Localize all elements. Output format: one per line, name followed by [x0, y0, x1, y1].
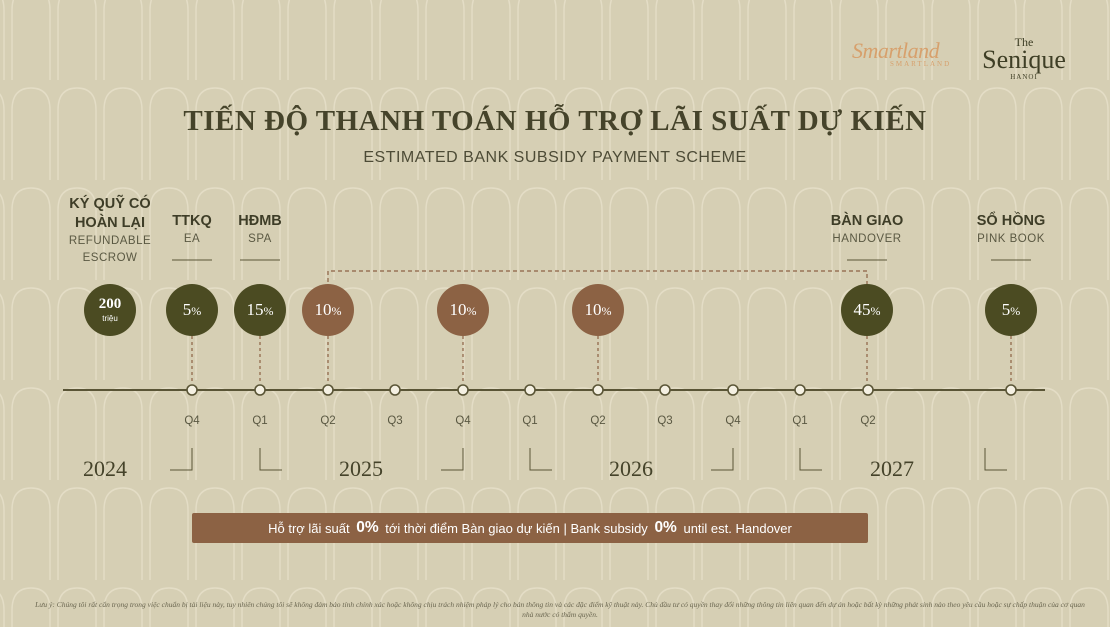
year-label-2026: 2026 — [609, 456, 653, 481]
payment-circle-handover: 45% — [841, 284, 893, 336]
year-bracket — [711, 448, 734, 471]
timeline-node — [592, 384, 604, 396]
year-bracket — [984, 448, 1007, 471]
timeline-node — [659, 384, 671, 396]
page-title: TIẾN ĐỘ THANH TOÁN HỖ TRỢ LÃI SUẤT DỰ KI… — [183, 105, 927, 137]
the-senique-logo: The Senique HANOI — [982, 35, 1066, 81]
timeline-node — [794, 384, 806, 396]
year-bracket — [170, 448, 193, 471]
quarter-label: Q4 — [455, 415, 471, 427]
quarter-label: Q1 — [252, 415, 268, 427]
subsidy-bracket — [327, 270, 868, 296]
payment-circle-q4-2025: 10% — [437, 284, 489, 336]
milestone-label-spa: HĐMB SPA — [238, 213, 282, 245]
quarter-label: Q4 — [725, 415, 741, 427]
timeline-node — [727, 384, 739, 396]
payment-circle-q2-2025: 10% — [302, 284, 354, 336]
year-bracket — [529, 448, 552, 471]
timeline-node — [254, 384, 266, 396]
year-bracket — [799, 448, 822, 471]
quarter-label: Q3 — [387, 415, 403, 427]
quarter-label: Q2 — [320, 415, 336, 427]
timeline-node — [862, 384, 874, 396]
quarter-label: Q2 — [860, 415, 876, 427]
year-label-2024: 2024 — [83, 456, 127, 481]
payment-circle-pink-book: 5% — [985, 284, 1037, 336]
timeline-node — [186, 384, 198, 396]
smartland-logo: Smartland SMARTLAND — [852, 38, 952, 68]
subsidy-banner: Hỗ trợ lãi suất 0% tới thời điểm Bàn gia… — [192, 513, 868, 543]
quarter-label: Q2 — [590, 415, 606, 427]
payment-circle-ea: 5% — [166, 284, 218, 336]
payment-circle-escrow: 200 triệu — [84, 284, 136, 336]
timeline-node — [457, 384, 469, 396]
timeline-node — [389, 384, 401, 396]
milestone-label-escrow: KÝ QUỸ CÓ HOÀN LẠI REFUNDABLE ESCROW — [68, 196, 152, 264]
timeline-node — [524, 384, 536, 396]
page-subtitle: ESTIMATED BANK SUBSIDY PAYMENT SCHEME — [363, 149, 747, 166]
payment-circle-spa: 15% — [234, 284, 286, 336]
milestone-label-pink-book: SỔ HỒNG PINK BOOK — [976, 213, 1046, 245]
year-label-2027: 2027 — [870, 456, 914, 481]
timeline-graphics — [63, 259, 1045, 471]
year-bracket — [441, 448, 464, 471]
timeline-node — [322, 384, 334, 396]
disclaimer-note: Lưu ý: Chúng tôi rất cẩn trọng trong việ… — [35, 600, 1085, 619]
payment-circle-q2-2026: 10% — [572, 284, 624, 336]
year-label-2025: 2025 — [339, 456, 383, 481]
timeline-node — [1005, 384, 1017, 396]
quarter-label: Q1 — [522, 415, 538, 427]
quarter-label: Q3 — [657, 415, 673, 427]
quarter-label: Q4 — [184, 415, 200, 427]
year-bracket — [259, 448, 282, 471]
milestone-label-handover: BÀN GIAO HANDOVER — [830, 213, 904, 245]
milestone-label-ea: TTKQ EA — [172, 213, 212, 245]
quarter-label: Q1 — [792, 415, 808, 427]
